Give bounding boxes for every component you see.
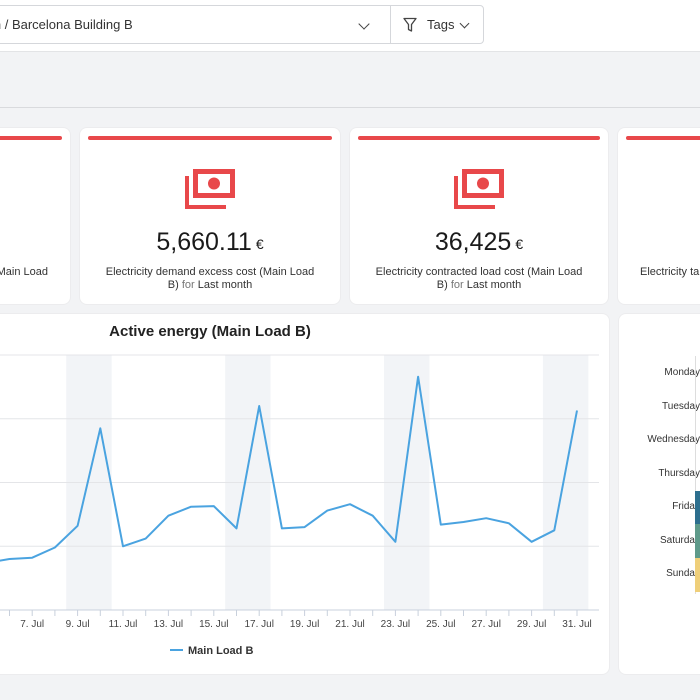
heatmap-day-monday: Monday — [664, 367, 700, 378]
x-tick-label: 25. Jul — [426, 619, 455, 630]
chart-title: Active energy (Main Load B) — [109, 323, 311, 340]
kpi-value: 5,660.11 € — [156, 228, 264, 256]
heatmap-cell — [695, 558, 700, 592]
series-line — [0, 375, 578, 562]
heatmap-cell — [695, 524, 700, 558]
tags-label: Tags — [427, 17, 455, 32]
x-tick-label: 13. Jul — [154, 619, 183, 630]
x-tick-label: 11. Jul — [109, 619, 138, 630]
top-bar: in / Barcelona Building B Tags — [0, 0, 700, 52]
heatmap-day-saturday: Saturday — [659, 535, 700, 546]
x-tick-label: 9. Jul — [66, 619, 90, 630]
kpi-accent-bar — [358, 136, 600, 140]
kpi-description: Electricity contracted load cost (Main L… — [375, 266, 583, 291]
money-icon — [185, 169, 235, 209]
x-tick-label: 23. Jul — [381, 619, 410, 630]
kpi-value: 36,425 € — [434, 228, 524, 256]
kpi-card: 5,660.11 € Electricity demand excess cost… — [80, 128, 340, 304]
x-tick-label: 19. Jul — [290, 619, 319, 630]
x-tick-label: 29. Jul — [517, 619, 546, 630]
x-tick-label: 31. Jul — [562, 619, 591, 630]
kpi-accent-bar — [88, 136, 332, 140]
x-tick-label: 17. Jul — [244, 619, 273, 630]
x-tick-label: 21. Jul — [335, 619, 364, 630]
kpi-accent-bar — [0, 136, 62, 140]
location-select[interactable]: in / Barcelona Building B — [0, 5, 391, 44]
kpi-card: 36,425 € Electricity contracted load cost… — [350, 128, 608, 304]
kpi-card: Main Load — [0, 128, 70, 304]
kpi-description: Electricity ta — [640, 266, 700, 278]
filter-icon — [403, 17, 417, 32]
kpi-accent-bar — [626, 136, 700, 140]
weekday-heatmap-card: Monday Tuesday Wednesday Thursday Friday… — [619, 314, 700, 674]
kpi-description: Main Load — [0, 266, 48, 278]
heatmap-day-friday: Friday — [672, 501, 700, 512]
tags-filter-button[interactable]: Tags — [390, 5, 484, 44]
heatmap-axis-line — [695, 356, 696, 594]
kpi-card: Electricity ta — [618, 128, 700, 304]
heatmap-day-thursday: Thursday — [658, 468, 700, 479]
heatmap-cell — [695, 491, 700, 525]
heatmap-day-tuesday: Tuesday — [662, 401, 700, 412]
location-path: in / Barcelona Building B — [0, 17, 133, 32]
chevron-down-icon — [459, 18, 470, 29]
money-icon — [454, 169, 504, 209]
x-tick-label: 15. Jul — [199, 619, 228, 630]
kpi-description: Electricity demand excess cost (Main Loa… — [105, 266, 315, 291]
legend-label: Main Load B — [188, 645, 253, 657]
chevron-down-icon — [358, 18, 370, 30]
x-tick-label: 7. Jul — [20, 619, 44, 630]
x-tick-label: 27. Jul — [471, 619, 500, 630]
heatmap-day-sunday: Sunday — [666, 568, 700, 579]
heatmap-day-wednesday: Wednesday — [647, 434, 700, 445]
toolbar-band — [0, 53, 700, 108]
